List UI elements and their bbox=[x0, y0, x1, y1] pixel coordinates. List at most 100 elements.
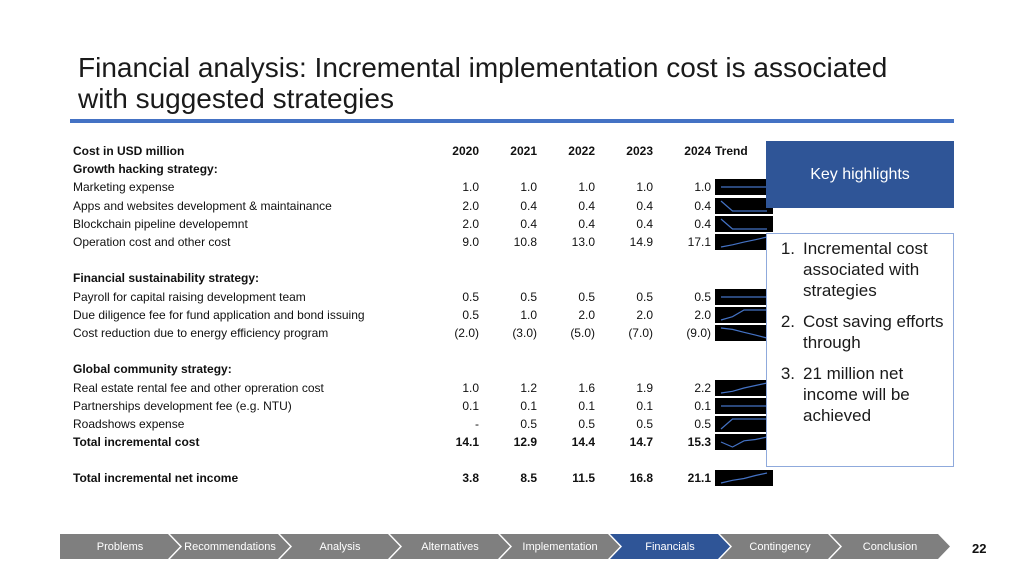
nav-item-financials[interactable]: Financials bbox=[610, 534, 730, 559]
value-cell: 0.4 bbox=[520, 198, 537, 213]
table-row: Global community strategy: bbox=[70, 360, 777, 378]
value-cell bbox=[595, 451, 653, 469]
table-row: Growth hacking strategy: bbox=[70, 160, 777, 178]
table-row: Total incremental cost 14.1 12.9 14.4 14.7 15… bbox=[70, 433, 777, 451]
highlight-number: 1. bbox=[780, 239, 795, 258]
value-cell: 0.5 bbox=[694, 416, 711, 431]
value-cell: 0.5 bbox=[578, 416, 595, 431]
value-cell: 13.0 bbox=[571, 235, 595, 250]
value-cell: 15.3 bbox=[687, 435, 711, 450]
row-label: Financial sustainability strategy: bbox=[73, 271, 260, 286]
trend-cell bbox=[711, 433, 777, 451]
value-cell bbox=[653, 269, 711, 287]
sparkline bbox=[715, 470, 773, 487]
value-cell: 0.4 bbox=[578, 198, 595, 213]
table-row: Roadshows expense - 0.5 0.5 0.5 0.5 bbox=[70, 415, 777, 433]
value-cell: 1.0 bbox=[520, 307, 537, 322]
value-cell bbox=[537, 269, 595, 287]
row-label: Due diligence fee for fund application a… bbox=[73, 307, 365, 322]
sparkline bbox=[715, 215, 773, 232]
trend-cell bbox=[711, 415, 777, 433]
value-cell bbox=[421, 342, 479, 360]
highlights-list: 1. Incremental cost associated with strat… bbox=[767, 238, 953, 426]
nav-item-problems[interactable]: Problems bbox=[60, 534, 180, 559]
row-label: Real estate rental fee and other oprerat… bbox=[73, 380, 324, 395]
value-cell bbox=[537, 342, 595, 360]
nav-item-recommendations[interactable]: Recommendations bbox=[170, 534, 290, 559]
value-cell: 0.5 bbox=[694, 289, 711, 304]
table-row bbox=[70, 342, 777, 360]
header-trend: Trend bbox=[715, 144, 748, 159]
nav-item-conclusion[interactable]: Conclusion bbox=[830, 534, 950, 559]
value-cell: 0.4 bbox=[636, 198, 653, 213]
value-cell bbox=[653, 160, 711, 178]
value-cell bbox=[421, 269, 479, 287]
value-cell: 0.1 bbox=[694, 398, 711, 413]
row-label: Cost reduction due to energy efficiency … bbox=[73, 325, 329, 340]
row-label: Global community strategy: bbox=[73, 362, 232, 377]
value-cell: 0.4 bbox=[694, 216, 711, 231]
trend-cell bbox=[711, 378, 777, 396]
value-cell bbox=[653, 451, 711, 469]
value-cell: 1.6 bbox=[578, 380, 595, 395]
slide-title: Financial analysis: Incremental implemen… bbox=[78, 52, 888, 114]
value-cell bbox=[595, 360, 653, 378]
row-label: Growth hacking strategy: bbox=[73, 162, 218, 177]
value-cell: 10.8 bbox=[513, 235, 537, 250]
value-cell bbox=[537, 451, 595, 469]
value-cell bbox=[421, 160, 479, 178]
value-cell bbox=[479, 251, 537, 269]
row-label: Operation cost and other cost bbox=[73, 235, 231, 250]
header-year: 2023 bbox=[626, 144, 653, 159]
trend-cell bbox=[711, 233, 777, 251]
value-cell bbox=[653, 251, 711, 269]
table-row: Marketing expense 1.0 1.0 1.0 1.0 1.0 bbox=[70, 178, 777, 196]
value-cell: 1.0 bbox=[636, 180, 653, 195]
value-cell: 2.0 bbox=[462, 198, 479, 213]
sparkline bbox=[715, 197, 773, 214]
value-cell: 0.1 bbox=[462, 398, 479, 413]
table-row: Real estate rental fee and other oprerat… bbox=[70, 378, 777, 396]
value-cell bbox=[595, 251, 653, 269]
value-cell: 0.4 bbox=[520, 216, 537, 231]
header-year: 2021 bbox=[510, 144, 537, 159]
sparkline-path bbox=[720, 472, 768, 485]
nav-item-alternatives[interactable]: Alternatives bbox=[390, 534, 510, 559]
value-cell: 1.2 bbox=[520, 380, 537, 395]
trend-cell bbox=[711, 469, 777, 487]
sparkline-path bbox=[720, 436, 768, 448]
value-cell bbox=[595, 342, 653, 360]
table-row: Cost reduction due to energy efficiency … bbox=[70, 324, 777, 342]
sparkline bbox=[715, 434, 773, 451]
sparkline-path bbox=[720, 418, 767, 430]
table-row: Financial sustainability strategy: bbox=[70, 269, 777, 287]
value-cell: 2.0 bbox=[578, 307, 595, 322]
value-cell: 1.9 bbox=[636, 380, 653, 395]
trend-cell bbox=[711, 306, 777, 324]
trend-cell bbox=[711, 288, 777, 306]
value-cell: 0.1 bbox=[636, 398, 653, 413]
value-cell bbox=[537, 251, 595, 269]
sparkline-path bbox=[720, 309, 767, 321]
value-cell: 0.4 bbox=[636, 216, 653, 231]
value-cell: 1.0 bbox=[520, 180, 537, 195]
value-cell: 0.5 bbox=[520, 289, 537, 304]
value-cell bbox=[479, 342, 537, 360]
table-row: Partnerships development fee (e.g. NTU) 0… bbox=[70, 397, 777, 415]
value-cell: 14.9 bbox=[629, 235, 653, 250]
value-cell: 0.5 bbox=[636, 289, 653, 304]
value-cell: 0.5 bbox=[578, 289, 595, 304]
value-cell: 2.2 bbox=[694, 380, 711, 395]
value-cell: (3.0) bbox=[512, 325, 537, 340]
nav-item-analysis[interactable]: Analysis bbox=[280, 534, 400, 559]
value-cell: 0.5 bbox=[520, 416, 537, 431]
value-cell: 12.9 bbox=[513, 435, 537, 450]
key-highlights-header: Key highlights bbox=[766, 141, 954, 208]
sparkline bbox=[715, 324, 773, 341]
highlight-text: Cost saving efforts through bbox=[803, 312, 944, 352]
nav-item-contingency[interactable]: Contingency bbox=[720, 534, 840, 559]
value-cell bbox=[537, 360, 595, 378]
nav-item-implementation[interactable]: Implementation bbox=[500, 534, 620, 559]
value-cell: 14.7 bbox=[629, 435, 653, 450]
value-cell: 21.1 bbox=[687, 471, 711, 486]
